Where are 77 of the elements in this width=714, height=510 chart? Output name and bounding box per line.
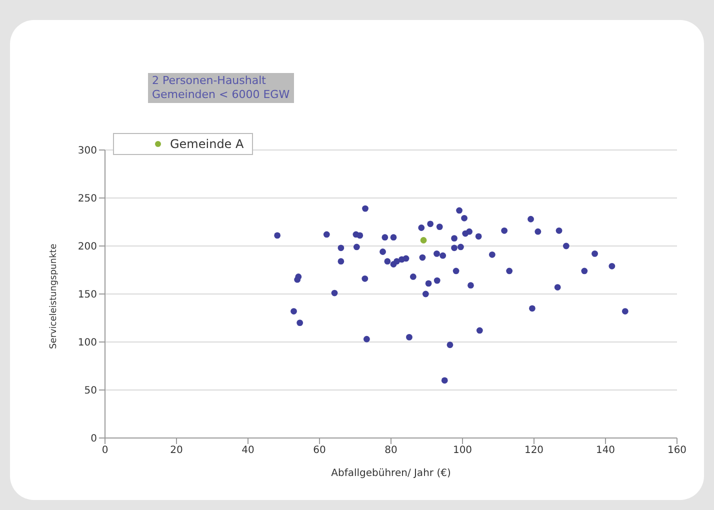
chart-title: 2 Personen-Haushalt: [152, 74, 267, 88]
y-tick-label: 0: [90, 434, 97, 445]
y-axis-title: Serviceleistungspunkte: [49, 243, 60, 349]
point: [466, 228, 472, 235]
y-tick-label: 300: [78, 146, 97, 157]
point: [554, 284, 561, 290]
point: [458, 244, 464, 250]
point: [362, 205, 368, 212]
point: [422, 290, 429, 298]
point: [562, 242, 570, 250]
x-tick-label: 80: [384, 445, 398, 456]
x-tick-label: 0: [102, 445, 108, 456]
point: [556, 227, 562, 234]
y-tick-label: 100: [78, 338, 97, 349]
y-tick-label: 50: [84, 386, 97, 397]
point: [427, 220, 434, 228]
point: [380, 248, 386, 255]
point: [406, 334, 412, 340]
point: [362, 275, 368, 282]
point: [501, 227, 508, 234]
x-tick-label: 20: [170, 445, 183, 456]
point: [294, 276, 301, 283]
point: [441, 377, 448, 384]
y-tick-label: 200: [78, 242, 97, 253]
y-tick-label: 150: [78, 290, 97, 301]
point: [468, 282, 474, 289]
point: [382, 234, 388, 241]
point: [402, 255, 410, 262]
point: [451, 235, 458, 242]
point: [384, 258, 391, 265]
x-tick-label: 160: [667, 445, 687, 456]
point: [323, 231, 330, 238]
point: [440, 252, 446, 259]
x-tick-label: 140: [596, 445, 616, 456]
point: [506, 268, 513, 274]
point: [529, 305, 536, 312]
point: [353, 244, 360, 250]
point: [608, 262, 616, 270]
point: [274, 232, 281, 239]
point: [338, 244, 344, 252]
point: [456, 207, 462, 214]
point: [488, 251, 496, 258]
point: [476, 327, 483, 334]
x-tick-label: 100: [452, 445, 472, 456]
point: [425, 280, 432, 287]
point: [394, 258, 400, 265]
point: [461, 214, 468, 222]
point: [528, 216, 534, 222]
point: [363, 336, 370, 342]
x-tick-label: 40: [242, 445, 254, 456]
point: [534, 228, 542, 235]
x-axis-title: Abfallgebühren/ Jahr (€): [331, 468, 451, 479]
point: [410, 274, 416, 280]
point: [338, 258, 344, 265]
point: [622, 308, 628, 314]
point: [446, 342, 454, 348]
point: [436, 224, 443, 230]
point: [296, 320, 304, 326]
point: [419, 254, 426, 261]
point: [420, 237, 427, 244]
point: [418, 224, 425, 231]
point: [475, 233, 482, 240]
y-tick-label: 250: [78, 194, 97, 205]
point: [331, 290, 338, 296]
legend-label: Gemeinde A: [170, 137, 244, 151]
point: [390, 234, 397, 241]
x-tick-label: 60: [313, 445, 326, 456]
point: [434, 277, 440, 284]
x-tick-label: 120: [524, 445, 544, 456]
point: [581, 268, 588, 274]
point: [356, 232, 364, 239]
point: [290, 308, 297, 314]
point: [592, 250, 598, 257]
point: [434, 250, 440, 257]
chart-subtitle: Gemeinden < 6000 EGW: [152, 88, 290, 102]
point: [452, 268, 460, 274]
point: [451, 244, 458, 252]
